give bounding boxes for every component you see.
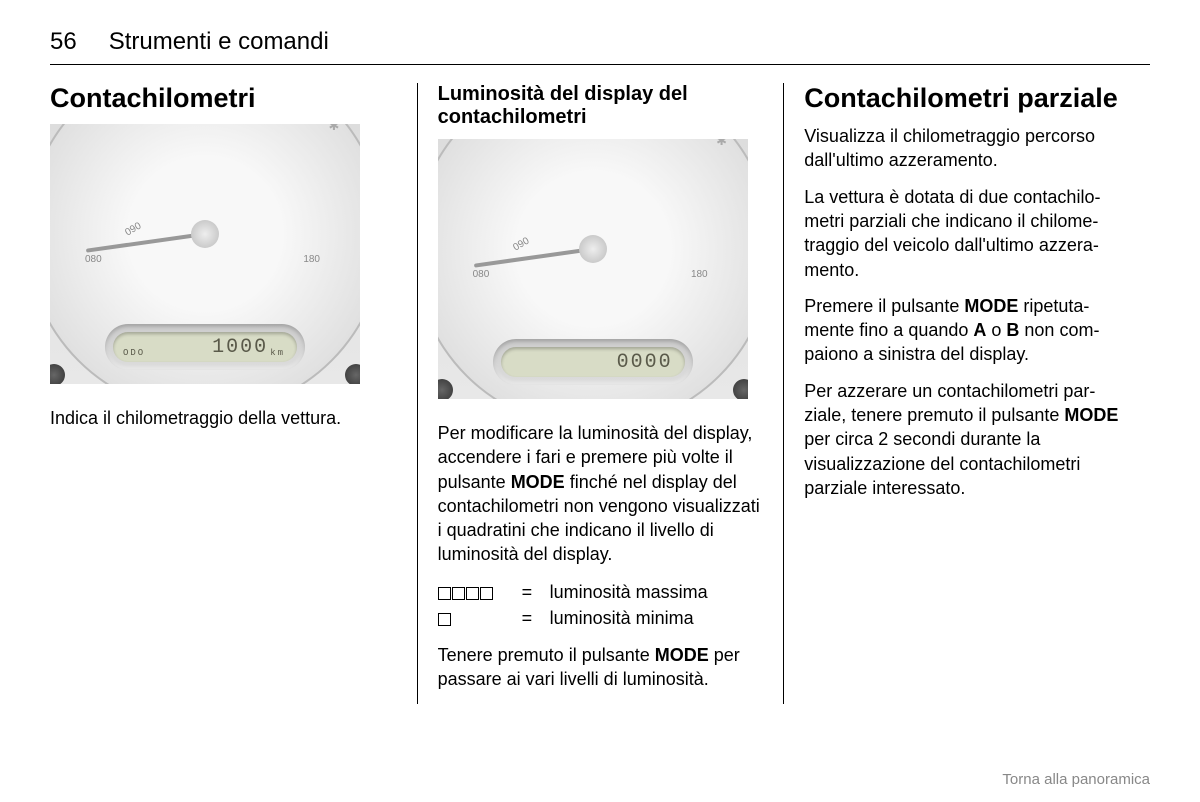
mode-keyword: MODE <box>964 296 1018 316</box>
page-header: 56 Strumenti e comandi <box>50 28 1150 56</box>
legend-symbol-min <box>438 605 510 631</box>
legend-equals: = <box>522 579 538 605</box>
col2-para2: Tenere premuto il pulsante MODE per pass… <box>438 643 764 692</box>
warning-icons: ⚠ 🌡 ✱ <box>328 124 345 134</box>
legend-equals: = <box>522 605 538 631</box>
text: o <box>986 320 1006 340</box>
tick-label: 080 <box>85 254 102 265</box>
airbag-icon: ✱ <box>328 124 345 134</box>
text: Premere il pulsante <box>804 296 964 316</box>
gauge-right-button <box>733 379 748 399</box>
a-keyword: A <box>973 320 986 340</box>
warning-icons: ⚠ 🌡 ✱ <box>716 139 733 149</box>
legend-label-min: luminosità minima <box>550 605 694 631</box>
b-keyword: B <box>1006 320 1019 340</box>
back-to-overview-link[interactable]: Torna alla panoramica <box>1002 771 1150 788</box>
brightness-legend: = luminosità massima = luminosità minima <box>438 579 764 631</box>
airbag-icon: ✱ <box>716 139 733 149</box>
lcd-prefix: ODO <box>113 348 145 362</box>
gauge-right-button <box>345 364 360 384</box>
col3-p3: Premere il pulsante MODE ripetuta­mente … <box>804 294 1130 367</box>
col3-p1: Visualizza il chilometraggio percorso da… <box>804 124 1130 173</box>
odometer-gauge-figure: ⚠ 🌡 ✱ 080 090 180 ODO 1000 km ◷ ⛽ <box>50 124 360 384</box>
gauge-left-button <box>50 364 65 384</box>
mode-keyword: MODE <box>1064 405 1118 425</box>
column-2: Luminosità del display del contachilomet… <box>417 83 784 704</box>
gauge-dial: ⚠ 🌡 ✱ 080 090 180 ODO 1000 km ◷ ⛽ <box>50 124 360 384</box>
lcd-unit: km <box>270 348 285 362</box>
lcd-frame: ODO 1000 km <box>105 324 305 370</box>
gauge-needle <box>474 247 593 268</box>
lcd-display: ODO 1000 km <box>113 332 297 362</box>
mode-keyword: MODE <box>511 472 565 492</box>
lcd-frame: 0000 <box>493 339 693 385</box>
gauge-left-button <box>438 379 453 399</box>
lcd-value: 0000 <box>617 351 673 374</box>
header-divider <box>50 64 1150 65</box>
legend-row-max: = luminosità massima <box>438 579 764 605</box>
text: Per azzerare un contachilometri par­zial… <box>804 381 1095 425</box>
tick-label: 080 <box>473 269 490 280</box>
col3-p2: La vettura è dotata di due contachilo­me… <box>804 185 1130 282</box>
col2-heading: Luminosità del display del contachilomet… <box>438 83 764 129</box>
lcd-display: 0000 <box>501 347 685 377</box>
col3-p4: Per azzerare un contachilometri par­zial… <box>804 379 1130 500</box>
mode-keyword: MODE <box>655 645 709 665</box>
text: per circa 2 secondi durante la visualizz… <box>804 429 1080 498</box>
gauge-needle <box>86 232 205 253</box>
col2-para1: Per modificare la luminosità del dis­pla… <box>438 421 764 567</box>
brightness-gauge-figure: ⚠ 🌡 ✱ 080 090 180 0000 ◷ ⛽ MODE <box>438 139 748 399</box>
gauge-hub <box>191 220 219 248</box>
tick-label: 090 <box>123 221 143 239</box>
column-1: Contachilometri ⚠ 🌡 ✱ 080 090 180 ODO 10… <box>50 83 417 704</box>
col1-heading: Contachilometri <box>50 83 397 114</box>
content-columns: Contachilometri ⚠ 🌡 ✱ 080 090 180 ODO 10… <box>50 83 1150 704</box>
legend-row-min: = luminosità minima <box>438 605 764 631</box>
tick-label: 180 <box>303 254 320 265</box>
col1-body: Indica il chilometraggio della vettura. <box>50 406 397 430</box>
lcd-value: 1000 <box>212 336 268 359</box>
legend-symbol-max <box>438 579 510 605</box>
chapter-title: Strumenti e comandi <box>109 28 329 56</box>
col3-heading: Contachilometri parziale <box>804 83 1130 114</box>
legend-label-max: luminosità massima <box>550 579 708 605</box>
page-number: 56 <box>50 28 77 56</box>
column-3: Contachilometri parziale Visualizza il c… <box>783 83 1150 704</box>
text: Tenere premuto il pulsante <box>438 645 655 665</box>
tick-label: 090 <box>511 236 531 254</box>
tick-label: 180 <box>691 269 708 280</box>
gauge-dial: ⚠ 🌡 ✱ 080 090 180 0000 ◷ ⛽ MODE <box>438 139 748 399</box>
gauge-hub <box>579 235 607 263</box>
